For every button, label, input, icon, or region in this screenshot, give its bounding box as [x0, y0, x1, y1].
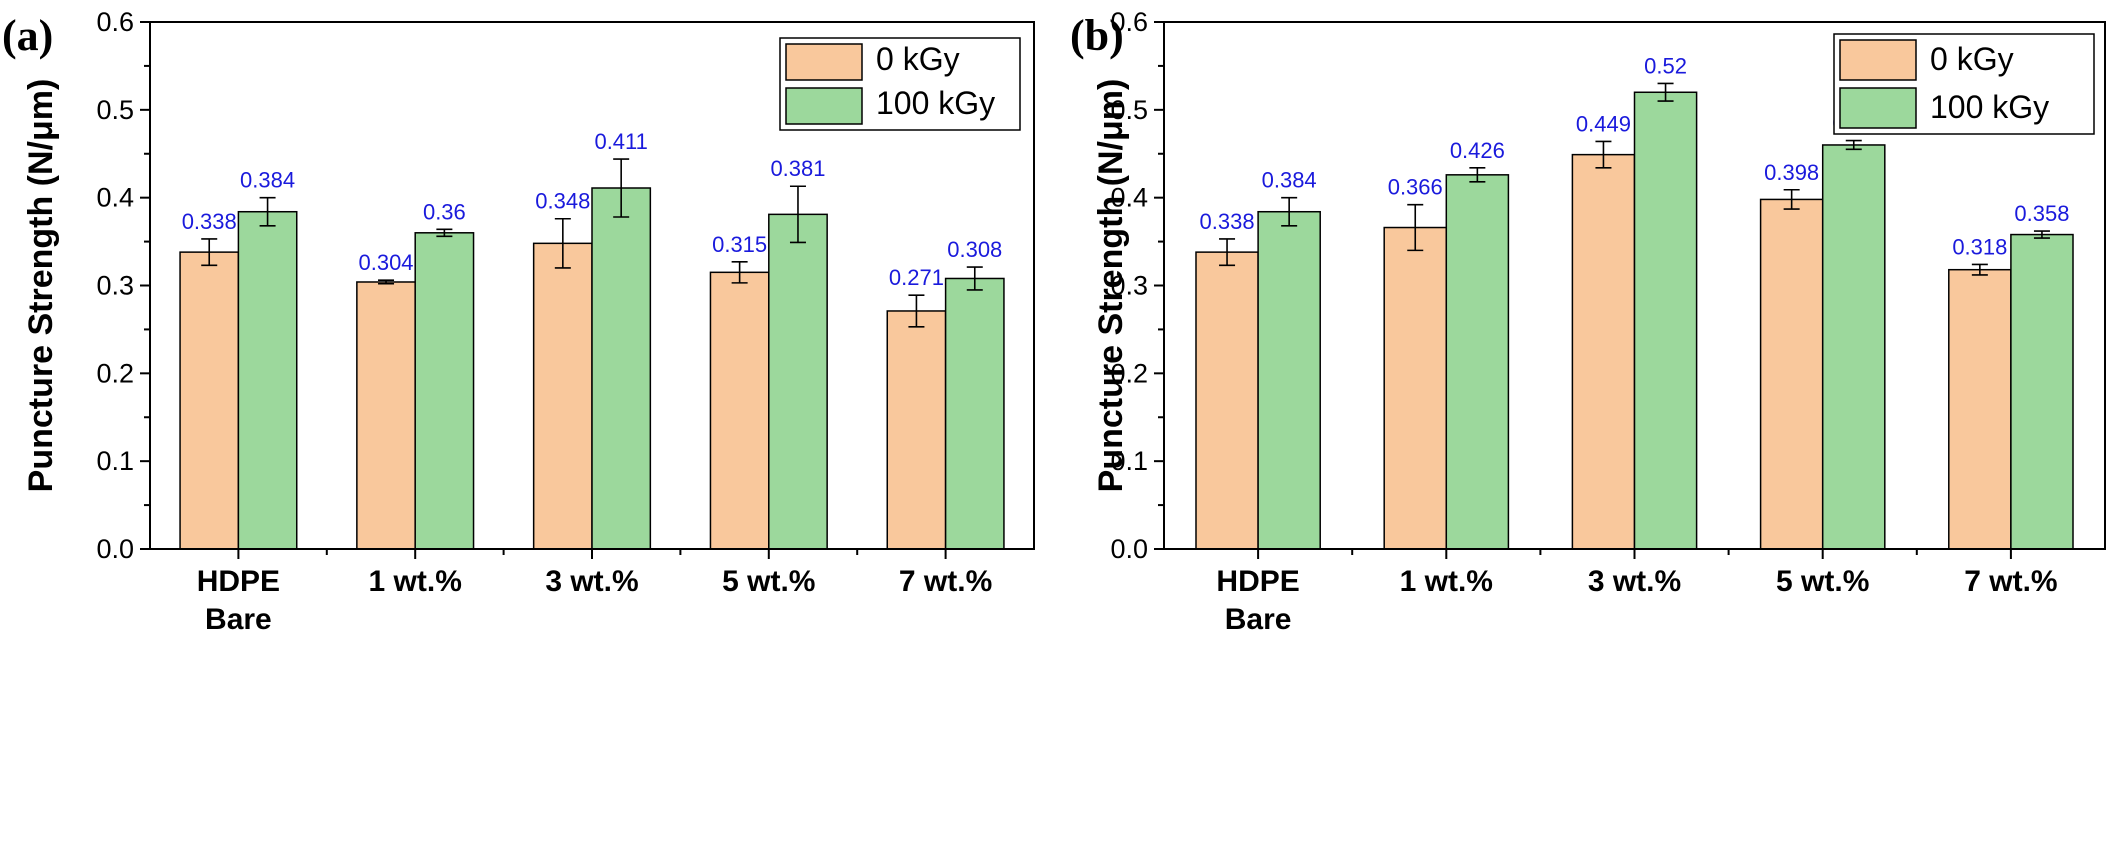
legend-swatch	[785, 43, 863, 81]
y-tick-label: 0.1	[96, 446, 134, 476]
plot-frame	[149, 21, 1035, 550]
legend-swatch	[785, 87, 863, 125]
x-category-label: HDPE	[1216, 565, 1299, 598]
y-tick-label: 0.2	[96, 358, 134, 388]
bar	[1383, 226, 1448, 550]
bar	[179, 251, 240, 550]
bar	[886, 310, 947, 550]
bar	[768, 213, 828, 550]
y-tick-label: 0.6	[96, 7, 134, 37]
data-label: 0.36	[423, 199, 466, 224]
data-label: 0.338	[182, 209, 237, 234]
legend-label: 0 kGy	[876, 41, 960, 77]
x-category-label: 5 wt.%	[722, 565, 815, 598]
bar	[1445, 174, 1510, 550]
data-label: 0.304	[358, 250, 413, 275]
x-category-label: 1 wt.%	[1400, 565, 1493, 598]
y-tick-label: 0.5	[96, 95, 134, 125]
bar	[414, 232, 475, 550]
legend-swatch	[1839, 87, 1917, 129]
legend-label: 100 kGy	[1930, 89, 2049, 125]
data-label: 0.381	[770, 156, 825, 181]
data-label: 0.348	[535, 189, 590, 214]
y-tick-label: 0.6	[1110, 7, 1148, 37]
bar	[1257, 210, 1321, 550]
y-tick-label: 0.3	[96, 271, 134, 301]
panel-label: (a)	[2, 11, 53, 60]
legend: 0 kGy 100 kGy	[779, 37, 1021, 131]
data-label: 0.366	[1388, 175, 1443, 200]
x-category-label: 7 wt.%	[1964, 565, 2057, 598]
y-axis-title: Puncture Strength (N/μm)	[22, 79, 60, 493]
legend-label: 0 kGy	[1930, 41, 2014, 77]
legend-label: 100 kGy	[876, 85, 995, 121]
data-label: 0.52	[1644, 53, 1687, 78]
data-label: 0.426	[1450, 138, 1505, 163]
bar	[1571, 153, 1636, 550]
data-label: 0.308	[947, 237, 1002, 262]
data-label: 0.449	[1576, 111, 1631, 136]
y-tick-label: 0.4	[96, 183, 134, 213]
bar	[237, 210, 298, 550]
data-label: 0.338	[1200, 209, 1255, 234]
bar	[532, 242, 593, 550]
legend: 0 kGy 100 kGy	[1833, 33, 2095, 135]
x-category-label: 3 wt.%	[545, 565, 638, 598]
y-tick-label: 0.5	[1110, 95, 1148, 125]
x-category-label: 3 wt.%	[1588, 565, 1681, 598]
y-axis-title: Puncture Strength (N/μm)	[1092, 79, 1130, 493]
x-category-label: 7 wt.%	[899, 565, 992, 598]
data-label: 0.318	[1952, 234, 2007, 259]
bar	[1195, 251, 1259, 550]
x-category-label: Bare	[205, 603, 272, 636]
y-tick-label: 0.0	[96, 534, 134, 564]
bar	[1633, 91, 1698, 550]
x-category-label: Bare	[1225, 603, 1292, 636]
chart-panel-1: (b) Puncture Strength (N/μm) 0.0 0.1 0.2 0.3 0…	[1070, 7, 2106, 636]
y-tick-label: 0.3	[1110, 271, 1148, 301]
data-label: 0.398	[1764, 160, 1819, 185]
bar	[709, 271, 770, 550]
bar	[944, 277, 1005, 550]
bar	[1821, 144, 1886, 550]
panel-label: (b)	[1070, 11, 1124, 60]
bar	[356, 281, 416, 550]
x-category-label: HDPE	[197, 565, 280, 598]
x-category-label: 5 wt.%	[1776, 565, 1869, 598]
data-label: 0.358	[2014, 201, 2069, 226]
y-tick-label: 0.2	[1110, 358, 1148, 388]
legend-swatch	[1839, 39, 1917, 81]
bar	[2010, 233, 2074, 550]
data-label: 0.384	[1262, 168, 1317, 193]
bar	[1948, 268, 2012, 550]
data-label: 0.271	[889, 265, 944, 290]
y-tick-label: 0.0	[1110, 534, 1148, 564]
data-label: 0.315	[712, 232, 767, 257]
data-label: 0.384	[240, 168, 295, 193]
bar	[591, 187, 652, 550]
chart-panel-0: (a)Puncture Strength (N/μm)0.00.10.20.30…	[2, 7, 1035, 636]
y-tick-label: 0.1	[1110, 446, 1148, 476]
data-label: 0.411	[594, 129, 647, 154]
plot-frame	[1163, 21, 2106, 550]
bar	[1759, 198, 1824, 550]
y-tick-label: 0.4	[1110, 183, 1148, 213]
x-category-label: 1 wt.%	[369, 565, 462, 598]
